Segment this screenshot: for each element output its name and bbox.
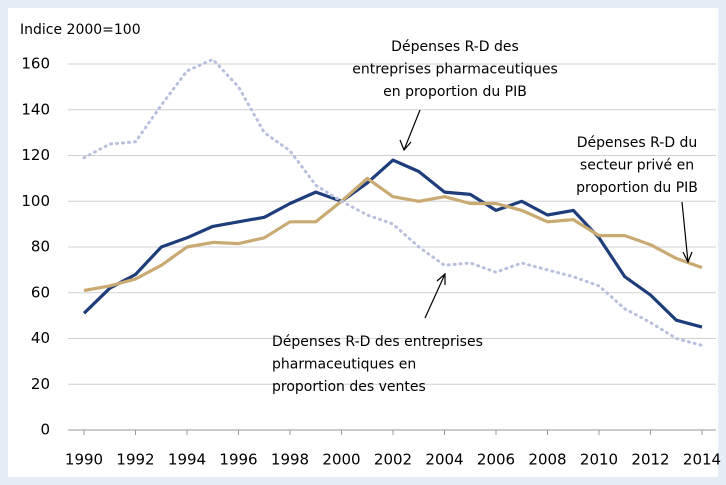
annotation: pharmaceutiques en <box>272 357 416 373</box>
series-line <box>83 176 703 293</box>
plot-background <box>8 8 718 477</box>
annotation: Dépenses R-D des <box>391 39 519 55</box>
series-line <box>82 158 703 329</box>
x-tick-label: 2004 <box>425 451 463 469</box>
y-tick-label: 80 <box>31 238 50 256</box>
y-tick-label: 120 <box>21 146 50 164</box>
series-line <box>82 57 704 347</box>
y-tick-label: 0 <box>40 421 50 439</box>
x-tick-label: 2002 <box>374 451 412 469</box>
arrow <box>424 273 446 319</box>
y-tick-label: 40 <box>31 329 50 347</box>
arrow <box>681 201 689 263</box>
arrow-head <box>682 251 693 264</box>
x-tick-label: 2014 <box>683 451 721 469</box>
x-tick-label: 1990 <box>65 451 103 469</box>
x-tick-label: 2006 <box>477 451 515 469</box>
x-tick-label: 1994 <box>168 451 206 469</box>
annotation: en proportion du PIB <box>383 84 527 100</box>
arrows <box>399 109 693 319</box>
annotation: proportion du PIB <box>576 180 698 196</box>
arrow-head <box>399 139 412 152</box>
y-axis-label: Indice 2000=100 <box>20 22 141 38</box>
y-tick-label: 160 <box>21 55 50 73</box>
x-tick-label: 2000 <box>322 451 360 469</box>
y-tick-label: 20 <box>31 375 50 393</box>
x-tick-label: 2010 <box>580 451 618 469</box>
arrow <box>403 109 421 151</box>
x-tick-label: 1998 <box>271 451 309 469</box>
annotation: Dépenses R-D des entreprises <box>272 334 483 350</box>
y-tick-label: 60 <box>31 283 50 301</box>
annotation: secteur privé en <box>580 158 694 174</box>
arrow-head <box>436 272 446 285</box>
x-tick-label: 2008 <box>528 451 566 469</box>
annotation: proportion des ventes <box>272 379 426 395</box>
x-tick-label: 2012 <box>631 451 669 469</box>
annotation: entreprises pharmaceutiques <box>352 62 558 78</box>
x-tick-label: 1992 <box>116 451 154 469</box>
y-tick-label: 100 <box>21 192 50 210</box>
y-tick-label: 140 <box>21 100 50 118</box>
x-tick-label: 1996 <box>219 451 257 469</box>
annotation: Dépenses R-D du <box>577 135 698 151</box>
